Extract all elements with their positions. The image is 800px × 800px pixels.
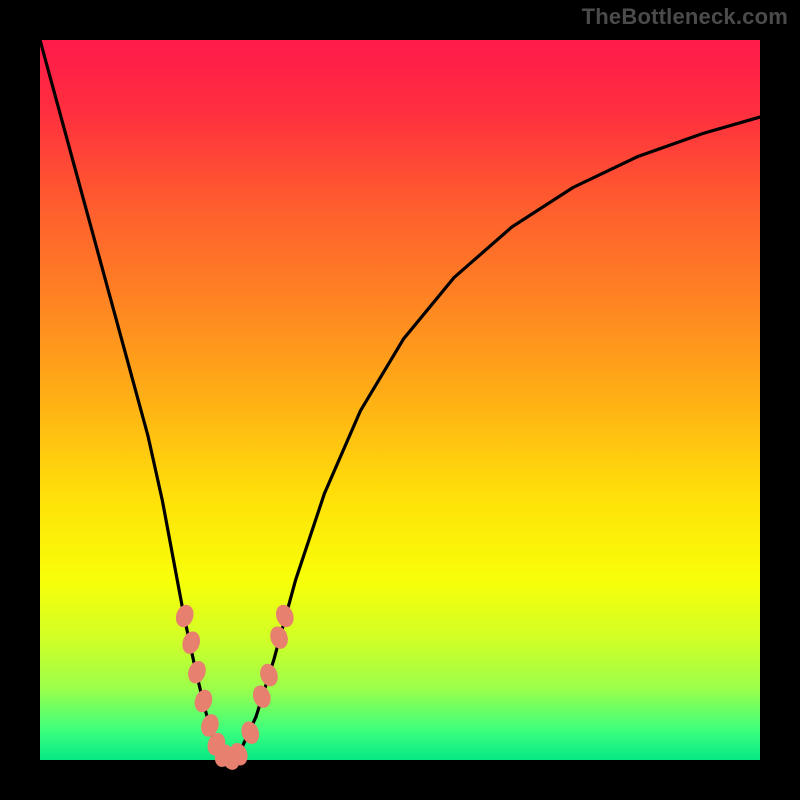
chart-stage: TheBottleneck.com	[0, 0, 800, 800]
bottleneck-chart-svg	[0, 0, 800, 800]
gradient-plot-background	[40, 40, 760, 760]
watermark-text: TheBottleneck.com	[582, 4, 788, 30]
